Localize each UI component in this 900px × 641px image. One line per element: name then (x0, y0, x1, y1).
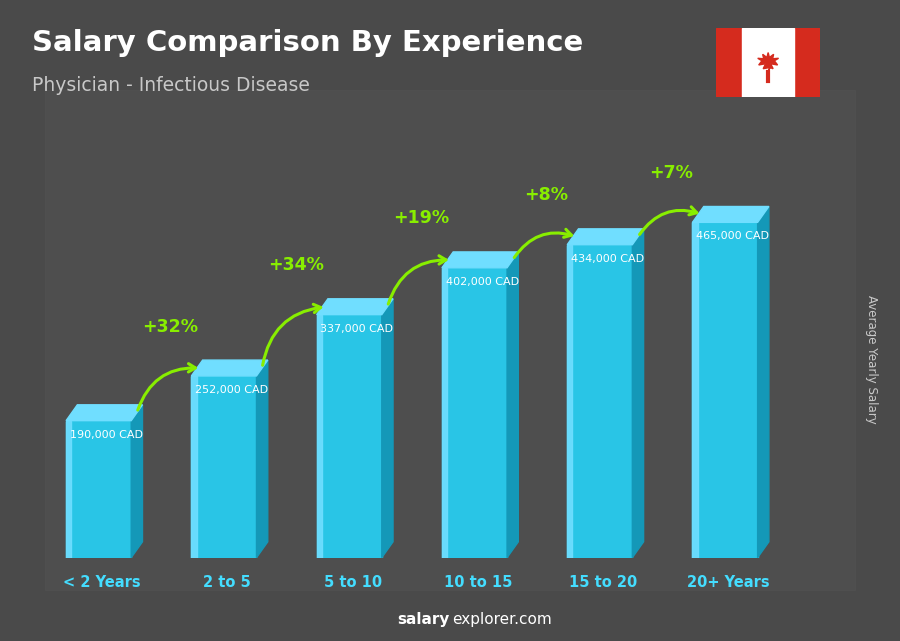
Polygon shape (633, 229, 643, 558)
Polygon shape (758, 206, 769, 558)
Bar (716, 28, 742, 97)
Polygon shape (317, 299, 393, 315)
Bar (317, 315, 322, 558)
Polygon shape (442, 252, 518, 268)
Polygon shape (692, 206, 769, 222)
Bar (66, 420, 71, 558)
Bar (192, 376, 196, 558)
Text: 10 to 15: 10 to 15 (444, 574, 512, 590)
Bar (66, 420, 131, 558)
Text: 190,000 CAD: 190,000 CAD (70, 429, 143, 440)
Text: Average Yearly Salary: Average Yearly Salary (865, 295, 878, 423)
Text: +32%: +32% (142, 317, 198, 336)
Text: +19%: +19% (393, 210, 449, 228)
Text: 2 to 5: 2 to 5 (203, 574, 251, 590)
Text: 5 to 10: 5 to 10 (323, 574, 382, 590)
Text: 465,000 CAD: 465,000 CAD (697, 231, 770, 241)
Polygon shape (382, 299, 393, 558)
Text: +7%: +7% (650, 164, 693, 182)
Bar (45, 90, 855, 590)
Text: explorer.com: explorer.com (452, 612, 552, 627)
Text: 15 to 20: 15 to 20 (569, 574, 637, 590)
Text: 402,000 CAD: 402,000 CAD (446, 277, 518, 287)
Polygon shape (758, 53, 778, 72)
Polygon shape (66, 405, 142, 420)
Bar (442, 268, 507, 558)
Bar (794, 28, 820, 97)
Polygon shape (256, 360, 268, 558)
Bar (192, 376, 256, 558)
Text: 252,000 CAD: 252,000 CAD (195, 385, 268, 395)
Polygon shape (131, 405, 142, 558)
Text: +34%: +34% (267, 256, 324, 274)
Text: 337,000 CAD: 337,000 CAD (320, 324, 393, 333)
Bar (567, 245, 572, 558)
Polygon shape (567, 229, 644, 245)
Text: salary: salary (398, 612, 450, 627)
Bar (692, 222, 698, 558)
Text: 434,000 CAD: 434,000 CAD (571, 254, 644, 263)
Text: Salary Comparison By Experience: Salary Comparison By Experience (32, 29, 583, 57)
Polygon shape (192, 360, 268, 376)
Bar (742, 28, 794, 97)
Bar (567, 245, 633, 558)
Bar (692, 222, 758, 558)
Text: Physician - Infectious Disease: Physician - Infectious Disease (32, 76, 310, 95)
Text: +8%: +8% (524, 187, 568, 204)
Polygon shape (507, 252, 518, 558)
Bar (317, 315, 382, 558)
Text: 20+ Years: 20+ Years (687, 574, 770, 590)
Text: < 2 Years: < 2 Years (63, 574, 140, 590)
Bar (442, 268, 447, 558)
